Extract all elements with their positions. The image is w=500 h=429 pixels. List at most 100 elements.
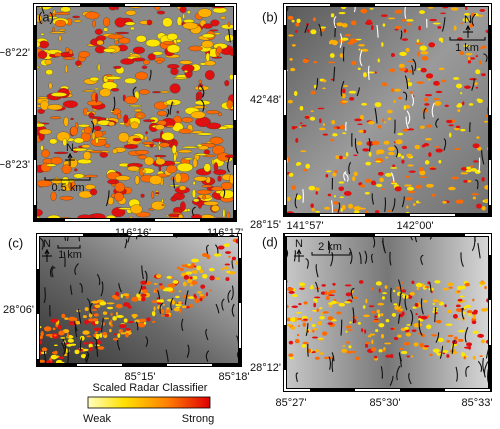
detection-patch: [406, 19, 414, 22]
landslide-outline: [409, 309, 414, 327]
landslide-outline: [159, 302, 164, 314]
panel-label: (a): [38, 9, 54, 24]
landslide-outline: [384, 197, 387, 212]
detection-patch: [351, 350, 357, 353]
detection-patch: [149, 175, 163, 185]
detection-patch: [395, 139, 403, 145]
detection-patch: [479, 281, 486, 285]
landslide-outline: [343, 171, 347, 182]
detection-patch: [438, 160, 442, 164]
detection-patch: [344, 301, 351, 304]
detection-patch: [89, 188, 98, 196]
detection-patch: [211, 158, 215, 166]
detection-patch: [302, 341, 309, 345]
detection-patch: [362, 305, 366, 309]
detection-patch: [96, 299, 105, 302]
detection-patch: [103, 48, 116, 53]
detection-patch: [483, 120, 489, 123]
detection-patch: [322, 311, 329, 314]
detection-patch: [445, 119, 453, 124]
detection-patch: [117, 113, 122, 120]
landslide-outline: [441, 17, 446, 32]
detection-patch: [385, 156, 389, 159]
landslide-outline: [61, 342, 65, 356]
lon-label: 85°18': [219, 371, 250, 383]
detection-patch: [345, 325, 352, 329]
detection-patch: [77, 124, 90, 128]
detection-patch: [463, 179, 468, 183]
detection-patch: [91, 309, 98, 311]
landslide-outline: [342, 46, 345, 62]
detection-patch: [342, 88, 346, 94]
detection-patch: [40, 145, 44, 151]
detection-patch: [62, 138, 68, 147]
detection-patch: [173, 77, 188, 80]
detection-patch: [83, 151, 92, 161]
landslide-outline: [79, 283, 83, 293]
detection-patch: [339, 124, 345, 130]
detection-patch: [158, 142, 170, 148]
detection-patch: [454, 147, 461, 151]
detection-patch: [335, 155, 340, 160]
detection-patch: [130, 204, 143, 215]
detection-patch: [405, 197, 413, 201]
detection-patch: [364, 191, 370, 195]
detection-patch: [95, 137, 99, 144]
detection-patch: [340, 37, 349, 41]
detection-patch: [99, 151, 108, 158]
detection-patch: [39, 21, 43, 24]
detection-patch: [84, 184, 96, 190]
detection-patch: [345, 152, 349, 157]
detection-patch: [407, 81, 413, 87]
detection-patch: [327, 193, 332, 197]
detection-patch: [381, 42, 384, 47]
landslide-outline: [397, 279, 402, 295]
detection-patch: [479, 8, 486, 12]
north-symbol: [65, 152, 75, 166]
detection-patch: [349, 96, 355, 101]
detection-patch: [439, 339, 443, 343]
detection-patch: [64, 317, 69, 320]
detection-patch: [298, 303, 302, 306]
detection-patch: [401, 38, 409, 41]
detection-patch: [390, 353, 394, 359]
detection-patch: [394, 9, 403, 14]
detection-patch: [144, 135, 148, 141]
detection-patch: [412, 203, 416, 206]
detection-patch: [155, 192, 160, 195]
detection-patch: [84, 307, 89, 311]
detection-patch: [180, 201, 186, 212]
detection-patch: [394, 88, 401, 92]
detection-patch: [187, 208, 191, 212]
detection-patch: [330, 13, 335, 18]
landslide-outline: [39, 237, 44, 250]
map-frame-ticks: [284, 234, 491, 391]
detection-patch: [40, 100, 49, 111]
detection-patch: [74, 168, 78, 172]
detection-patch: [455, 83, 463, 89]
detection-patch: [369, 7, 374, 10]
detection-patch: [357, 322, 361, 325]
detection-patch: [112, 337, 119, 341]
detection-patch: [288, 34, 294, 37]
detection-patch: [466, 166, 472, 170]
detection-patch: [124, 77, 137, 84]
detection-patch: [331, 319, 337, 322]
detection-patch: [325, 170, 332, 173]
detection-patch: [78, 51, 90, 58]
detection-patch: [169, 83, 181, 94]
detection-patch: [198, 79, 203, 84]
detection-patch: [172, 280, 179, 284]
detection-patch: [314, 356, 320, 360]
detection-patch: [219, 189, 235, 199]
landslide-outline: [371, 253, 374, 263]
detection-patch: [161, 314, 165, 317]
lon-label: 141°57': [286, 220, 323, 232]
detection-patch: [433, 80, 440, 86]
detection-patch: [376, 149, 380, 155]
detection-patch: [118, 207, 132, 210]
map-background: [285, 235, 490, 390]
detection-patch: [419, 343, 425, 348]
detection-patch: [440, 12, 446, 15]
detection-patch: [344, 284, 352, 287]
